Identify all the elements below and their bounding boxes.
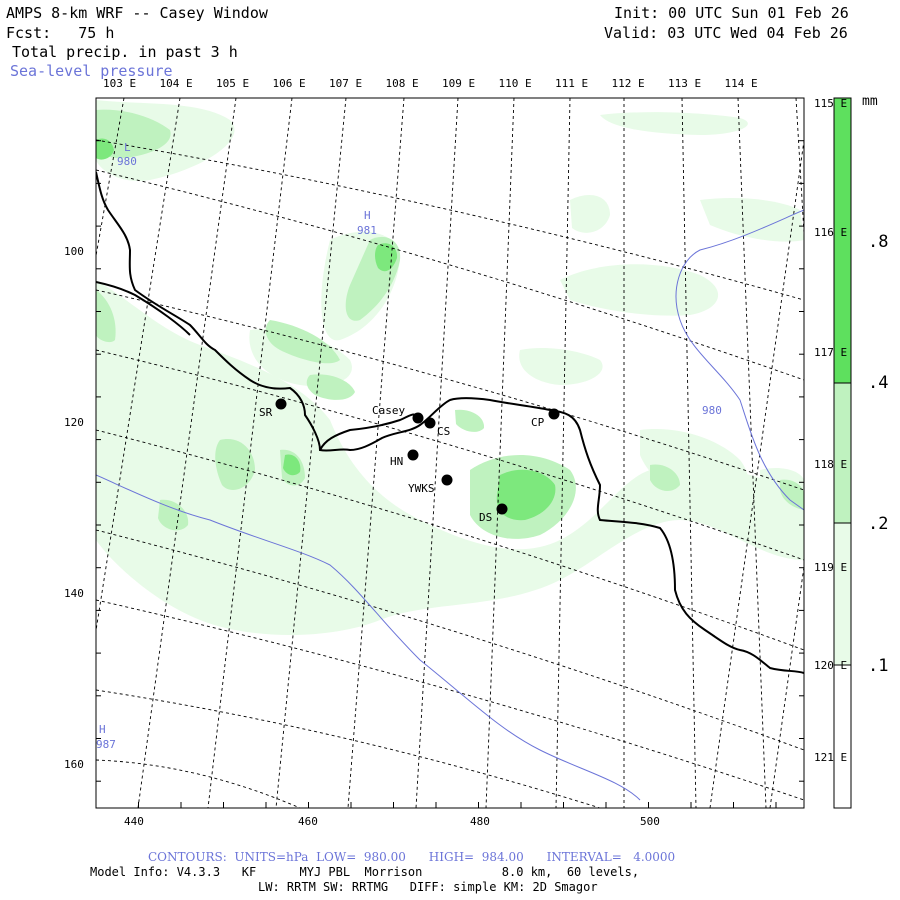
pressure-contours xyxy=(96,209,804,801)
station-marker-cp[interactable] xyxy=(548,408,560,420)
graticule-line xyxy=(96,529,804,751)
longitude-label: 111 E xyxy=(555,77,589,90)
graticule xyxy=(96,98,804,808)
station-label-casey: Casey xyxy=(372,404,406,417)
physics-info: LW: RRTM SW: RRTMG DIFF: simple KM: 2D S… xyxy=(258,880,598,894)
graticule-line xyxy=(96,289,804,491)
graticule-line xyxy=(737,98,767,808)
colorbar-label: .2 xyxy=(868,514,889,534)
station-marker-sr[interactable] xyxy=(275,398,287,410)
station-markers xyxy=(275,398,560,515)
x-tick-label: 460 xyxy=(298,815,318,828)
map-frame xyxy=(95,97,805,809)
longitude-label: 115 E xyxy=(814,97,848,110)
init-time: Init: 00 UTC Sun 01 Feb 26 xyxy=(614,4,849,22)
longitude-label: 104 E xyxy=(159,77,193,90)
longitude-label: 119 E xyxy=(814,561,848,574)
station-label-sr: SR xyxy=(259,406,273,419)
graticule-line xyxy=(96,349,804,561)
longitude-label: 105 E xyxy=(216,77,250,90)
graticule-line xyxy=(415,98,459,808)
forecast-hour: Fcst: 75 h xyxy=(6,24,115,42)
contour-info: CONTOURS: UNITS=hPa LOW= 980.00 HIGH= 98… xyxy=(148,850,676,864)
pressure-low-symbol: L xyxy=(124,141,131,154)
graticule-line xyxy=(96,689,601,808)
overlay-name: Sea-level pressure xyxy=(10,62,173,80)
longitude-label: 112 E xyxy=(611,77,645,90)
graticule-line xyxy=(96,98,125,259)
colorbar-label: .8 xyxy=(868,232,889,252)
graticule-line xyxy=(795,98,804,241)
x-tick-label: 500 xyxy=(640,815,660,828)
longitude-label: 121 E xyxy=(814,751,848,764)
longitude-label: 107 E xyxy=(329,77,363,90)
station-label-cs: CS xyxy=(437,425,451,438)
station-label-ds: DS xyxy=(479,511,493,524)
y-tick-label: 120 xyxy=(64,416,84,429)
graticule-line xyxy=(96,169,804,381)
longitude-label: 114 E xyxy=(724,77,758,90)
graticule-line xyxy=(207,98,293,808)
valid-time: Valid: 03 UTC Wed 04 Feb 26 xyxy=(604,24,848,42)
longitude-label: 118 E xyxy=(814,458,848,471)
y-tick-label: 160 xyxy=(64,758,84,771)
model-info: Model Info: V4.3.3 KF MYJ PBL Morrison 8… xyxy=(90,865,640,879)
longitude-label: 106 E xyxy=(272,77,306,90)
station-label-ywks: YWKS xyxy=(408,482,435,495)
pressure-low-value: 980 xyxy=(117,155,137,168)
longitude-label: 108 E xyxy=(385,77,419,90)
y-tick-label: 140 xyxy=(64,587,84,600)
graticule-line xyxy=(347,98,405,808)
station-marker-cs[interactable] xyxy=(424,417,436,429)
axis-ticks xyxy=(95,97,804,808)
colorbar-unit: mm xyxy=(862,94,878,109)
field-name: Total precip. in past 3 h xyxy=(12,43,238,61)
station-marker-ywks[interactable] xyxy=(441,474,453,486)
longitude-label: 116 E xyxy=(814,226,848,239)
x-tick-label: 440 xyxy=(124,815,144,828)
station-marker-casey[interactable] xyxy=(412,412,424,424)
longitude-label: 110 E xyxy=(498,77,532,90)
longitude-label: 113 E xyxy=(668,77,702,90)
y-tick-label: 100 xyxy=(64,245,84,258)
coastline xyxy=(96,171,804,674)
station-marker-ds[interactable] xyxy=(496,503,508,515)
precip-shading xyxy=(96,100,804,635)
longitude-label: 117 E xyxy=(814,346,848,359)
x-tick-label: 480 xyxy=(470,815,490,828)
pressure-contour-value: 980 xyxy=(702,404,722,417)
station-label-cp: CP xyxy=(531,416,545,429)
pressure-high-value: 987 xyxy=(96,738,116,751)
graticule-line xyxy=(96,139,804,301)
pressure-high-symbol: H xyxy=(99,723,106,736)
graticule-line xyxy=(96,599,804,801)
station-label-hn: HN xyxy=(390,455,404,468)
graticule-line xyxy=(96,429,804,651)
pressure-high-symbol: H xyxy=(364,209,371,222)
graticule-line xyxy=(555,98,571,808)
graticule-line xyxy=(275,98,347,808)
colorbar xyxy=(833,97,852,809)
graticule-line xyxy=(96,759,301,808)
pressure-high-value: 981 xyxy=(357,224,377,237)
colorbar-label: .4 xyxy=(868,373,889,393)
longitude-label: 103 E xyxy=(103,77,137,90)
longitude-label: 109 E xyxy=(442,77,476,90)
graticule-line xyxy=(485,98,515,808)
longitude-label: 120 E xyxy=(814,659,848,672)
station-marker-hn[interactable] xyxy=(407,449,419,461)
plot-title: AMPS 8-km WRF -- Casey Window xyxy=(6,4,268,22)
colorbar-label: .1 xyxy=(868,656,889,676)
graticule-line xyxy=(681,98,697,808)
